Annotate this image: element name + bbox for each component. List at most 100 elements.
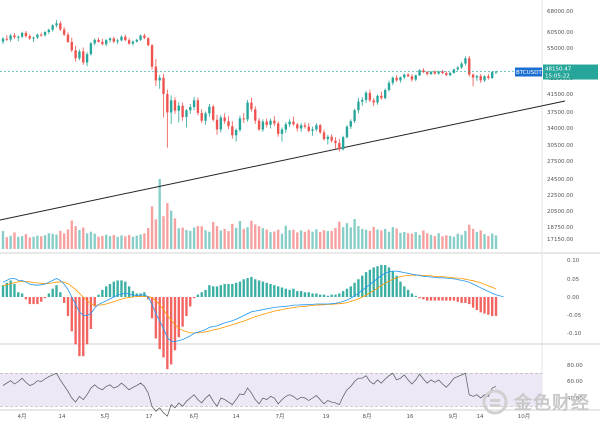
- macd-histogram-bar: [471, 297, 475, 308]
- candle-body: [250, 102, 253, 110]
- macd-signal-line: [2, 274, 497, 334]
- candle-body: [429, 71, 433, 75]
- macd-histogram-bar: [280, 287, 284, 297]
- volume-bar: [341, 227, 345, 249]
- price-tick-label: 60500.00: [547, 30, 574, 36]
- volume-bar: [231, 223, 234, 249]
- candle-body: [292, 121, 295, 125]
- volume-bar: [169, 210, 173, 249]
- candle-body: [162, 77, 165, 94]
- volume-bar: [59, 230, 62, 249]
- volume-bar: [234, 227, 238, 249]
- candle-body: [89, 43, 93, 55]
- volume-bar: [204, 230, 207, 249]
- macd-histogram-bar: [200, 292, 203, 297]
- watermark: 金色财经: [482, 388, 600, 416]
- volume-bar: [326, 231, 330, 249]
- macd-histogram-bar: [238, 281, 242, 297]
- price-tick-label: 55000.00: [547, 46, 574, 52]
- volume-bar: [66, 229, 70, 249]
- candle-body: [468, 58, 471, 75]
- candle-body: [395, 77, 398, 81]
- candle-body: [24, 32, 28, 37]
- volume-bar: [55, 234, 58, 249]
- candle-body: [299, 125, 303, 129]
- macd-histogram-bar: [70, 297, 73, 332]
- macd-histogram-bar: [127, 286, 131, 297]
- candle-body: [456, 67, 459, 70]
- volume-bar: [254, 224, 257, 249]
- macd-histogram-bar: [448, 297, 452, 301]
- macd-histogram-bar: [464, 297, 467, 303]
- macd-histogram-bar: [131, 291, 135, 297]
- candle-body: [124, 36, 127, 41]
- time-tick-label: 19: [323, 414, 330, 420]
- volume-bar: [376, 229, 379, 249]
- candle-body: [284, 124, 287, 130]
- macd-histogram-bar: [418, 297, 421, 299]
- candle-body: [426, 72, 429, 75]
- volume-bar: [139, 234, 142, 249]
- volume-bar: [319, 231, 322, 249]
- macd-histogram-bar: [105, 286, 108, 297]
- candle-body: [154, 66, 158, 81]
- macd-histogram-bar: [494, 297, 498, 316]
- macd-histogram-bar: [479, 297, 482, 313]
- macd-histogram-bar: [231, 283, 234, 297]
- candle-body: [464, 58, 467, 64]
- price-tick-label: 20500.00: [547, 209, 574, 215]
- candle-body: [74, 50, 77, 59]
- volume-bar: [223, 228, 226, 249]
- candle-body: [380, 95, 383, 99]
- volume-bar: [250, 220, 253, 249]
- macd-histogram-bar: [395, 275, 398, 297]
- candle-body: [487, 76, 490, 78]
- candle-body: [139, 35, 142, 40]
- volume-bar: [1, 231, 5, 249]
- macd-histogram-bar: [345, 288, 349, 297]
- time-tick-label: 7月: [276, 413, 285, 420]
- macd-histogram-bar: [5, 282, 9, 297]
- volume-bar: [150, 206, 154, 249]
- volume-bar: [219, 230, 223, 249]
- price-tick-label: 27500.00: [547, 159, 574, 165]
- macd-histogram-bar: [322, 294, 326, 297]
- candle-body: [105, 40, 108, 45]
- volume-bar: [158, 179, 161, 249]
- macd-histogram-bar: [150, 297, 154, 319]
- candle-body: [120, 36, 123, 41]
- volume-bar: [273, 231, 276, 249]
- volume-bar: [429, 234, 433, 249]
- volume-bar: [70, 220, 73, 249]
- candle-body: [158, 77, 161, 81]
- candle-body: [97, 39, 100, 42]
- candle-body: [227, 121, 230, 127]
- volume-bar: [445, 235, 448, 249]
- macd-histogram-bar: [361, 275, 364, 297]
- volume-bar: [410, 233, 414, 249]
- macd-histogram-bar: [357, 279, 360, 297]
- volume-bar: [338, 221, 341, 249]
- candle-body: [483, 76, 486, 81]
- volume-bar: [468, 224, 471, 249]
- price-tick-label: 37500.00: [547, 110, 574, 116]
- macd-histogram-bar: [406, 289, 410, 297]
- macd-histogram-bar: [246, 278, 249, 297]
- candle-body: [147, 38, 150, 46]
- macd-histogram-bar: [116, 280, 119, 297]
- volume-bar: [433, 236, 437, 249]
- candle-body: [85, 54, 89, 63]
- candle-body: [204, 113, 207, 121]
- candle-body: [112, 38, 116, 42]
- volume-bar: [288, 230, 291, 249]
- macd-histogram-bar: [353, 282, 356, 297]
- candle-body: [66, 34, 70, 42]
- volume-bar: [212, 221, 215, 249]
- volume-bar: [74, 226, 77, 249]
- candle-body: [20, 32, 24, 37]
- macd-histogram-bar: [403, 286, 406, 297]
- volume-bar: [215, 226, 219, 249]
- macd-histogram-bar: [85, 297, 89, 345]
- macd-histogram-bar: [303, 292, 307, 297]
